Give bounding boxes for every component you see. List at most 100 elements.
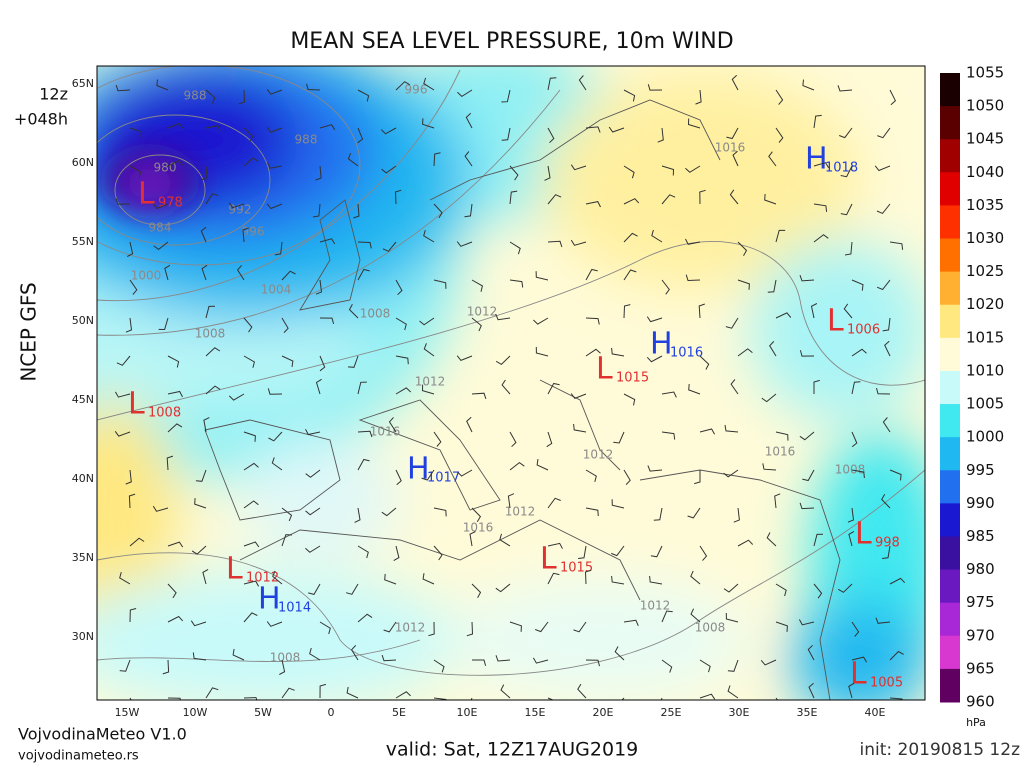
wind-barb <box>205 125 221 132</box>
wind-barb <box>509 279 524 288</box>
wind-barb <box>422 118 435 129</box>
wind-barb <box>840 165 853 178</box>
wind-barb <box>281 534 292 547</box>
isobar-label: 1008 <box>695 621 726 635</box>
wind-barb <box>315 165 322 181</box>
wind-barb <box>544 165 551 181</box>
wind-barb <box>730 379 739 395</box>
wind-barb <box>889 89 897 106</box>
wind-barb <box>353 203 360 219</box>
wind-barb <box>152 505 169 512</box>
wind-barb <box>281 507 293 522</box>
wind-barb <box>685 274 701 282</box>
wind-barb <box>129 279 138 295</box>
isobar-label: 1012 <box>415 375 446 389</box>
wind-barb <box>775 621 788 632</box>
wind-barb <box>495 355 511 366</box>
wind-barb <box>315 279 323 295</box>
isobar-label: 1008 <box>835 463 866 477</box>
lon-label: 10W <box>183 706 208 719</box>
wind-barb <box>509 241 521 255</box>
wind-barb <box>760 659 777 666</box>
wind-barb <box>687 507 701 519</box>
lon-label: 15W <box>115 706 140 719</box>
isobar-label: 1012 <box>467 305 498 319</box>
wind-barb <box>651 229 663 243</box>
wind-barb <box>495 583 511 593</box>
isobar-label: 1008 <box>195 327 226 341</box>
wind-barb <box>281 355 294 367</box>
center-symbol: L <box>855 517 872 552</box>
wind-barb <box>695 89 702 105</box>
center-value: 998 <box>875 536 900 551</box>
wind-barb <box>129 537 145 547</box>
wind-barb <box>727 685 739 699</box>
wind-barb <box>243 157 259 167</box>
wind-barb <box>775 229 786 243</box>
wind-barb <box>129 608 137 623</box>
wind-barb <box>646 316 663 323</box>
wind-barb <box>687 118 701 129</box>
wind-barb <box>115 84 131 92</box>
wind-barb <box>547 572 560 585</box>
colorbar-label: 1030 <box>966 229 1004 247</box>
wind-barb <box>382 241 397 252</box>
wind-barb <box>114 391 131 398</box>
colorbar-swatch <box>940 271 960 306</box>
wind-barb <box>167 583 177 599</box>
wind-barb <box>690 608 701 623</box>
wind-barb <box>799 431 815 441</box>
wind-barb <box>119 571 131 585</box>
wind-barb <box>167 355 180 368</box>
wind-barb <box>726 127 739 140</box>
wind-barb <box>119 659 131 672</box>
lat-label: 50N <box>72 314 94 327</box>
wind-barb <box>421 384 435 395</box>
wind-barb <box>724 424 739 433</box>
wind-barb <box>585 201 601 208</box>
wind-barb <box>851 431 858 448</box>
wind-barb <box>395 387 412 395</box>
wind-barb <box>623 198 640 205</box>
wind-barb <box>570 164 587 171</box>
wind-barb <box>167 159 184 167</box>
colorbar-swatch <box>940 503 960 537</box>
wind-barb <box>727 659 739 672</box>
wind-barb <box>242 227 249 243</box>
wind-barb <box>357 381 367 395</box>
wind-barb <box>623 393 636 406</box>
wind-barb <box>810 303 818 319</box>
wind-barb <box>685 165 701 173</box>
wind-barb <box>547 542 563 549</box>
lat-label: 65N <box>72 77 94 90</box>
wind-barb <box>388 417 397 433</box>
isobar-label: 1016 <box>463 521 494 535</box>
center-symbol: H <box>258 582 281 617</box>
wind-barb <box>532 657 549 664</box>
wind-barb <box>243 612 258 623</box>
isobar-label: 1016 <box>715 141 746 155</box>
wind-barb <box>125 469 132 485</box>
wind-barb <box>799 350 815 357</box>
wind-barb <box>577 683 587 699</box>
wind-barb <box>266 89 283 95</box>
wind-barb <box>279 659 286 675</box>
wind-barb <box>611 347 625 357</box>
wind-barb <box>851 381 861 395</box>
wind-barb <box>768 151 777 167</box>
wind-barb <box>813 203 828 212</box>
run-lead: +048h <box>14 110 68 129</box>
wind-barb <box>272 570 283 585</box>
wind-barb <box>723 469 739 478</box>
wind-barb <box>357 268 370 281</box>
colorbar-label: 960 <box>966 693 995 711</box>
wind-barb <box>395 317 407 331</box>
wind-barb <box>191 545 207 555</box>
isobar-label: 984 <box>149 221 172 235</box>
wind-barb <box>661 279 670 295</box>
wind-barb <box>623 165 635 179</box>
colorbar-swatch <box>940 238 960 273</box>
wind-barb <box>813 162 830 169</box>
wind-barb <box>384 573 397 585</box>
wind-barb <box>346 686 359 699</box>
